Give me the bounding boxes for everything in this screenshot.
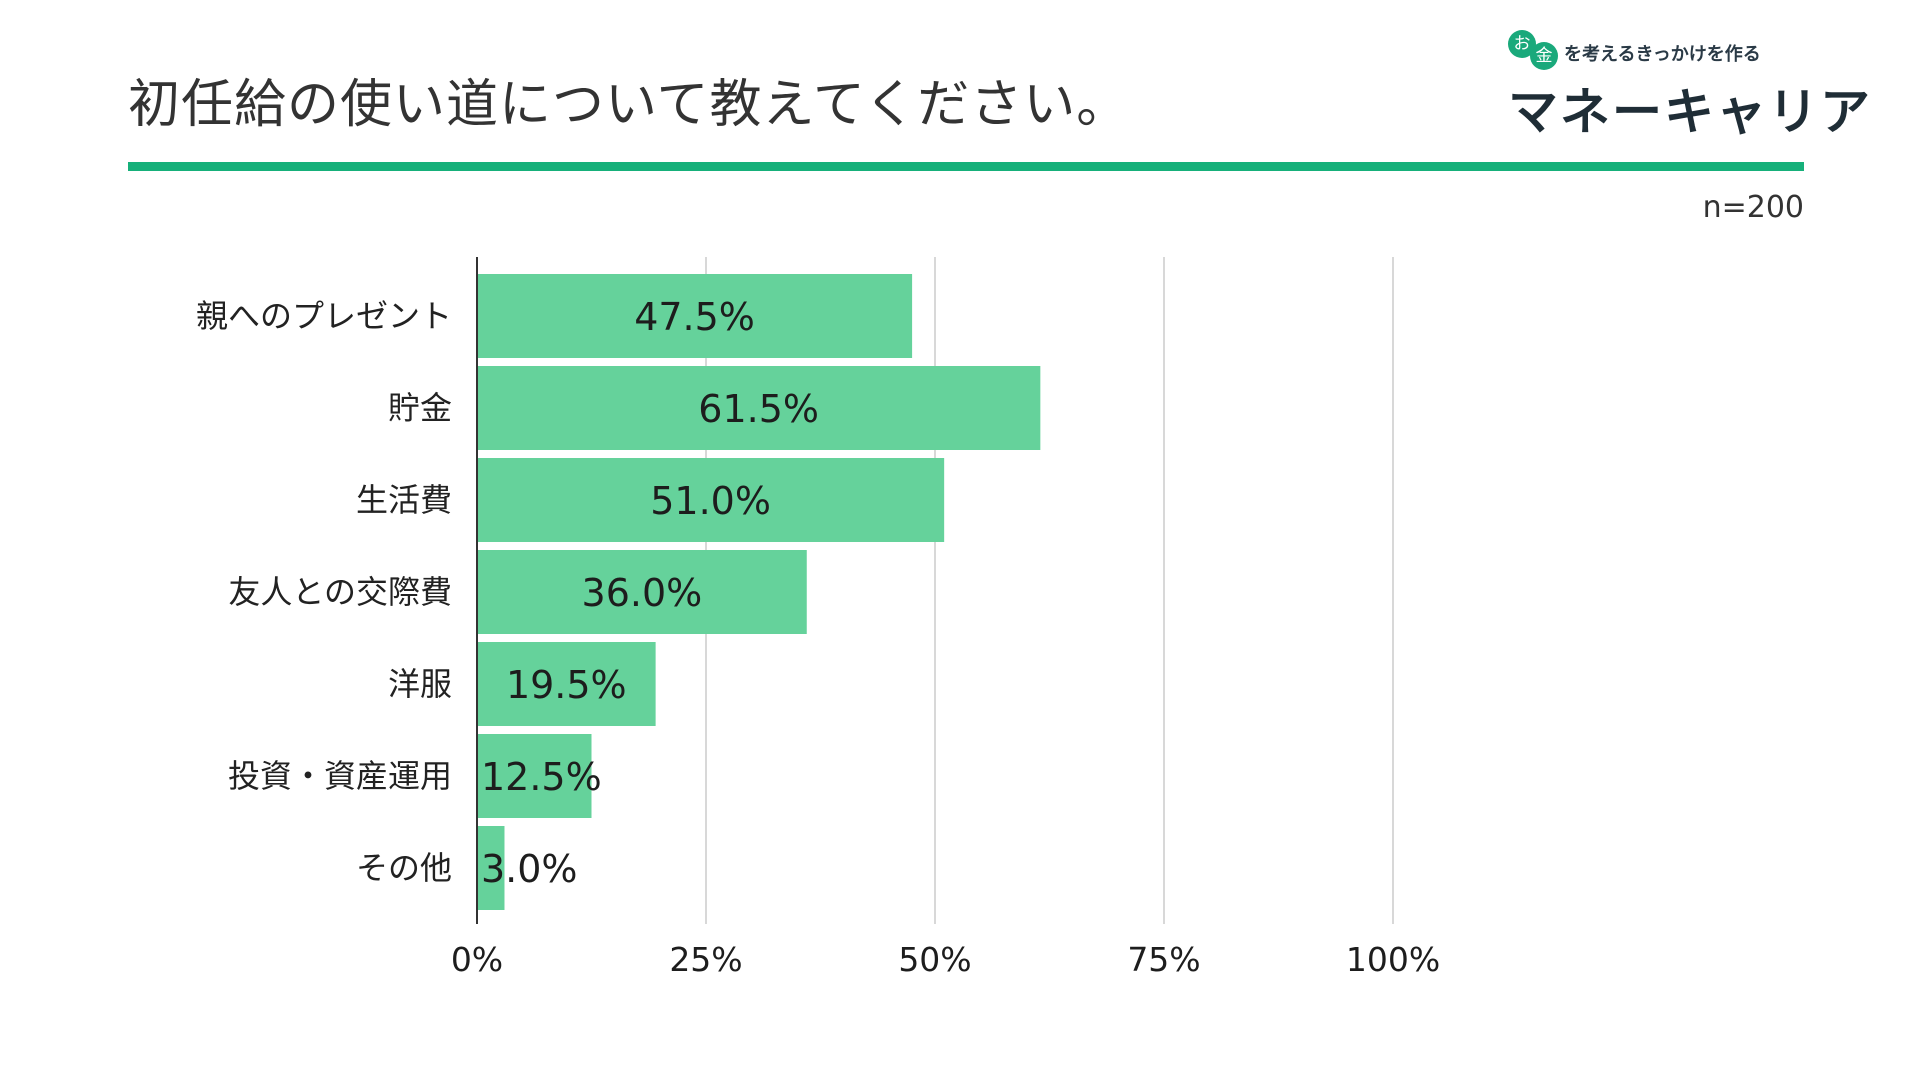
brand-logo: お 金 を考えるきっかけを作る マネーキャリア	[1508, 28, 1870, 141]
x-tick-label: 100%	[1346, 940, 1440, 979]
x-tick-label: 0%	[451, 940, 503, 979]
bar	[477, 458, 945, 542]
category-label: 友人との交際費	[228, 573, 452, 611]
category-label: 洋服	[388, 665, 452, 703]
logo-coin-icon: 金	[1530, 42, 1558, 70]
data-label: 3.0%	[481, 847, 578, 891]
bar	[477, 550, 807, 634]
logo-tagline: を考えるきっかけを作る	[1564, 44, 1761, 65]
data-label: 47.5%	[634, 295, 755, 339]
data-label: 61.5%	[698, 387, 819, 431]
bar	[477, 642, 656, 726]
x-tick-label: 75%	[1127, 940, 1200, 979]
category-label: 投資・資産運用	[228, 757, 452, 795]
bar	[477, 734, 592, 818]
title-divider	[128, 162, 1804, 171]
category-label: その他	[356, 849, 452, 887]
x-tick-label: 25%	[669, 940, 742, 979]
bar	[477, 274, 913, 358]
data-label: 51.0%	[650, 479, 771, 523]
bar	[477, 366, 1041, 450]
sample-size-label: n=200	[1702, 190, 1804, 225]
category-label: 親へのプレゼント	[196, 297, 452, 335]
category-label: 貯金	[388, 389, 452, 427]
data-label: 36.0%	[582, 571, 703, 615]
page-title: 初任給の使い道について教えてください。	[128, 75, 1130, 135]
logo-name: マネーキャリア	[1508, 83, 1872, 141]
data-label: 19.5%	[506, 663, 627, 707]
data-label: 12.5%	[481, 755, 602, 799]
category-label: 生活費	[356, 481, 452, 519]
x-tick-label: 50%	[898, 940, 971, 979]
bar	[477, 826, 505, 910]
